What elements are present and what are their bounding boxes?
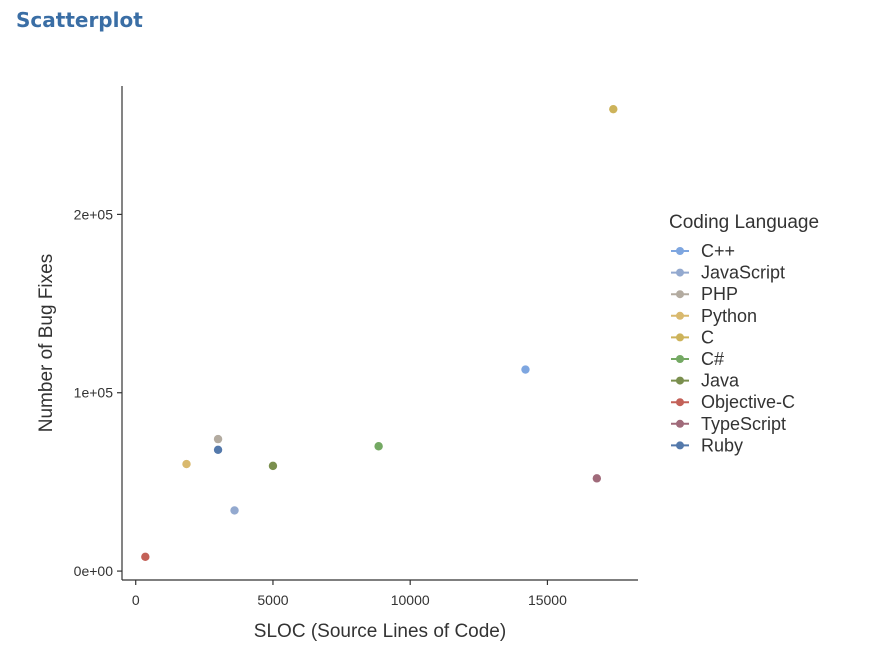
legend-item: JavaScript [671, 263, 785, 283]
data-point [230, 506, 239, 515]
legend-label: C# [701, 349, 724, 369]
data-point [609, 104, 618, 114]
legend-item: C++ [671, 241, 735, 261]
y-tick-label: 0e+00 [74, 563, 114, 579]
data-point [521, 365, 530, 374]
x-tick-label: 0 [132, 592, 140, 608]
legend-label: Java [701, 371, 740, 391]
legend-label: Objective-C [701, 392, 795, 412]
data-point [182, 459, 191, 469]
x-tick-label: 15000 [528, 592, 567, 608]
legend-label: TypeScript [701, 414, 786, 434]
y-axis-title: Number of Bug Fixes [36, 254, 57, 432]
page-title: Scatterplot [16, 8, 143, 32]
legend-label: C [701, 327, 714, 347]
legend-item: TypeScript [671, 414, 786, 434]
legend-label: JavaScript [701, 263, 785, 283]
legend-key-point [676, 311, 684, 320]
data-point [374, 442, 383, 451]
legend-item: Ruby [671, 435, 743, 455]
legend-label: C++ [701, 241, 735, 261]
y-tick-label: 2e+05 [74, 206, 114, 222]
legend-key-point [676, 247, 684, 255]
legend-item: PHP [671, 284, 738, 304]
data-point [141, 552, 150, 562]
data-point [268, 461, 278, 471]
y-tick-label: 1e+05 [74, 385, 114, 401]
legend-item: Java [671, 371, 740, 391]
legend-label: PHP [701, 284, 738, 304]
legend-label: Python [701, 306, 757, 326]
legend-item: C [671, 327, 714, 347]
legend-key-point [676, 441, 684, 450]
data-point [213, 445, 223, 455]
legend-item: Objective-C [671, 392, 795, 412]
x-tick-label: 5000 [257, 592, 288, 608]
legend-key-point [676, 290, 684, 299]
data-point [592, 474, 602, 483]
axes: 0 5000 10000 15000 0e+00 1e+05 2e+05 SLOC (Sour… [36, 86, 638, 642]
data-points [141, 104, 618, 562]
data-point [213, 434, 223, 444]
legend-title: Coding Language [669, 212, 819, 233]
x-tick-label: 10000 [391, 592, 430, 608]
legend-key-point [676, 355, 684, 363]
legend-label: Ruby [701, 435, 743, 455]
legend-key-point [676, 398, 684, 407]
legend-item: Python [671, 306, 757, 326]
legend-key-point [676, 268, 684, 277]
legend-item: C# [671, 349, 724, 369]
x-axis-title: SLOC (Source Lines of Code) [254, 621, 506, 642]
legend-key-point [676, 376, 684, 385]
legend: Coding Language C++JavaScriptPHPPythonCC#… [669, 212, 819, 455]
legend-key-point [676, 419, 684, 428]
legend-key-point [676, 333, 684, 342]
